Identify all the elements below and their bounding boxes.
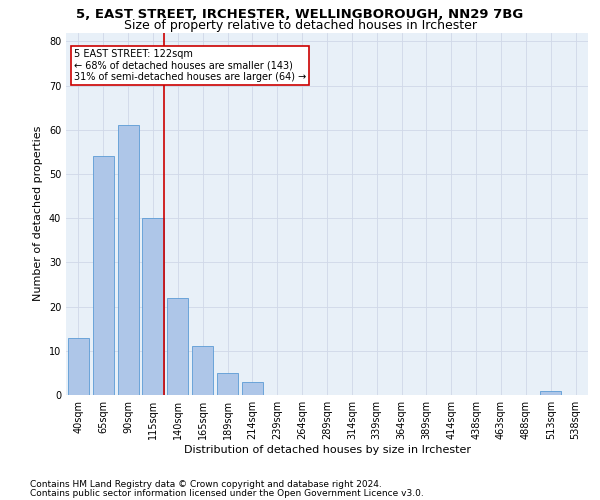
Bar (540, 390, 561, 395)
Bar (142, 218, 164, 395)
Text: Contains public sector information licensed under the Open Government Licence v3: Contains public sector information licen… (30, 488, 424, 498)
Bar (242, 382, 263, 395)
Text: Contains HM Land Registry data © Crown copyright and database right 2024.: Contains HM Land Registry data © Crown c… (30, 480, 382, 489)
Text: 5, EAST STREET, IRCHESTER, WELLINGBOROUGH, NN29 7BG: 5, EAST STREET, IRCHESTER, WELLINGBOROUG… (76, 8, 524, 20)
Text: Size of property relative to detached houses in Irchester: Size of property relative to detached ho… (124, 19, 476, 32)
Bar (93, 156, 114, 395)
Bar (167, 298, 188, 395)
Text: 5 EAST STREET: 122sqm
← 68% of detached houses are smaller (143)
31% of semi-det: 5 EAST STREET: 122sqm ← 68% of detached … (74, 49, 306, 82)
Bar (192, 346, 213, 395)
Y-axis label: Number of detached properties: Number of detached properties (33, 126, 43, 302)
X-axis label: Distribution of detached houses by size in Irchester: Distribution of detached houses by size … (184, 444, 470, 454)
Bar (217, 373, 238, 395)
Bar (68, 338, 89, 395)
Bar (118, 126, 139, 395)
